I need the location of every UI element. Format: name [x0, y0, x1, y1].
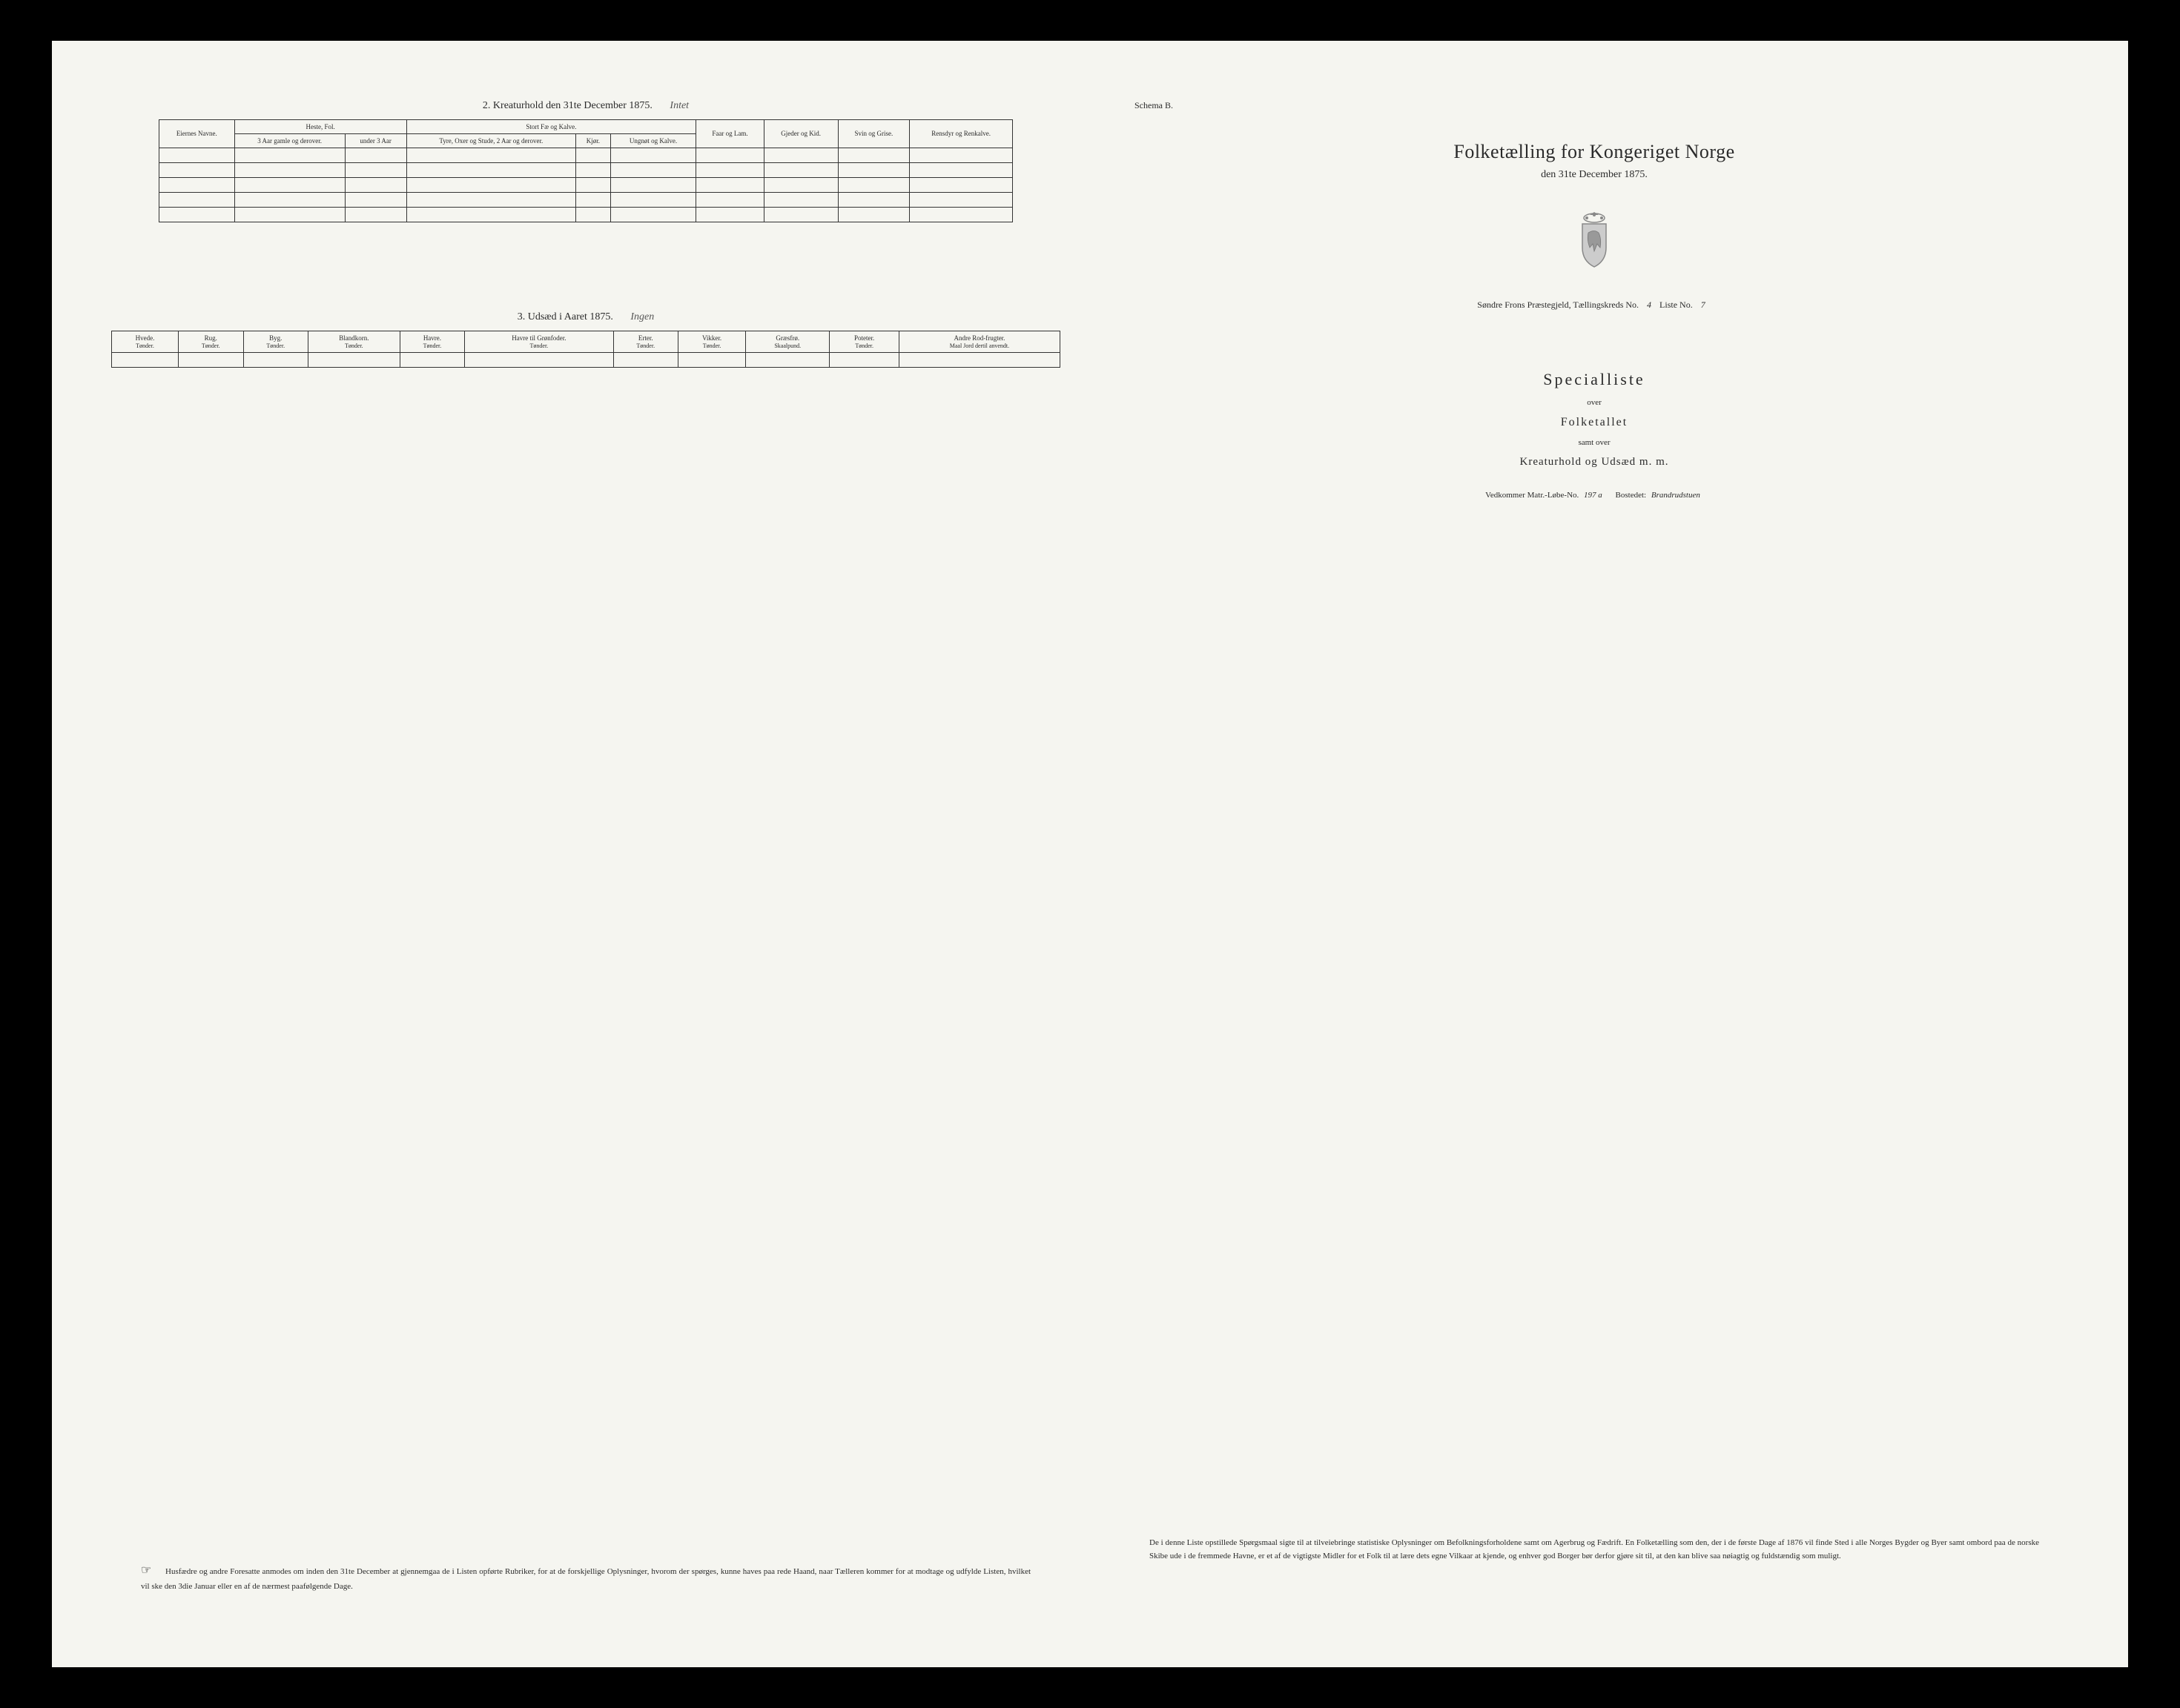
table-row — [159, 192, 1013, 207]
table-row — [112, 353, 1060, 368]
th-heste-sub2: under 3 Aar — [345, 133, 406, 148]
over-text: over — [1587, 398, 1602, 407]
left-footer: ☞ Husfædre og andre Foresatte anmodes om… — [111, 1546, 1060, 1608]
table-row — [159, 148, 1013, 162]
samt-over: samt over — [1578, 438, 1610, 447]
table-row — [159, 177, 1013, 192]
th-stort: Stort Fæ og Kalve. — [406, 119, 696, 133]
th-rensdyr: Rensdyr og Renkalve. — [910, 119, 1013, 148]
th-svin: Svin og Grise. — [838, 119, 910, 148]
th-byg: Byg.Tønder. — [243, 331, 308, 352]
liste-no: 7 — [1701, 299, 1705, 310]
section-2-handwritten: Intet — [670, 100, 689, 111]
matr-line: Vedkommer Matr.-Løbe-No. 197 a Bostedet:… — [1485, 491, 1703, 500]
th-rug: Rug.Tønder. — [179, 331, 244, 352]
table-row — [159, 162, 1013, 177]
kreatur-table: Eiernes Navne. Heste, Fol. Stort Fæ og K… — [159, 119, 1013, 222]
schema-label: Schema B. — [1134, 100, 1173, 111]
th-hvede: Hvede.Tønder. — [112, 331, 179, 352]
section-2-title-text: 2. Kreaturhold den 31te December 1875. — [483, 100, 653, 111]
right-footer: De i denne Liste opstillede Spørgsmaal s… — [1120, 1536, 2069, 1563]
th-blandkorn: Blandkorn.Tønder. — [308, 331, 400, 352]
parish-line: Søndre Frons Præstegjeld, Tællingskreds … — [1477, 299, 1711, 311]
liste-label: Liste No. — [1659, 299, 1693, 310]
th-andre: Andre Rod-frugter.Maal Jord dertil anven… — [899, 331, 1060, 352]
udsaed-table: Hvede.Tønder. Rug.Tønder. Byg.Tønder. Bl… — [111, 331, 1060, 368]
th-heste: Heste, Fol. — [234, 119, 406, 133]
th-stort-sub1: Tyre, Oxer og Stude, 2 Aar og derover. — [406, 133, 575, 148]
th-poteter: Poteter.Tønder. — [830, 331, 899, 352]
th-eiernes: Eiernes Navne. — [159, 119, 235, 148]
coat-of-arms-icon — [1572, 211, 1616, 270]
section-2-title: 2. Kreaturhold den 31te December 1875. I… — [111, 100, 1060, 112]
parish-prefix: Søndre Frons Præstegjeld, Tællingskreds … — [1477, 299, 1639, 310]
right-page: Schema B. Folketælling for Kongeriget No… — [1090, 85, 2098, 1623]
main-title: Folketælling for Kongeriget Norge — [1453, 141, 1734, 163]
section-3-handwritten: Ingen — [630, 311, 654, 322]
subtitle-date: den 31te December 1875. — [1541, 169, 1648, 181]
th-stort-sub3: Ungnøt og Kalve. — [610, 133, 696, 148]
pointing-hand-icon: ☞ — [141, 1561, 163, 1580]
kreatur-line: Kreaturhold og Udsæd m. m. — [1520, 456, 1669, 469]
table-row — [159, 207, 1013, 222]
th-graesfro: Græsfrø.Skaalpund. — [746, 331, 830, 352]
th-heste-sub1: 3 Aar gamle og derover. — [234, 133, 345, 148]
left-page: 2. Kreaturhold den 31te December 1875. I… — [82, 85, 1090, 1623]
th-havre-gron: Havre til Grønfoder.Tønder. — [465, 331, 613, 352]
th-faar: Faar og Lam. — [696, 119, 764, 148]
special-title: Specialliste — [1543, 370, 1645, 389]
section-3-title: 3. Udsæd i Aaret 1875. Ingen — [111, 311, 1060, 323]
matr-prefix: Vedkommer Matr.-Løbe-No. — [1485, 491, 1579, 500]
bosted-label: Bostedet: — [1616, 491, 1647, 500]
section-3-title-text: 3. Udsæd i Aaret 1875. — [518, 311, 613, 322]
parish-no: 4 — [1647, 299, 1651, 310]
th-erter: Erter.Tønder. — [613, 331, 678, 352]
th-stort-sub2: Kjør. — [576, 133, 611, 148]
document-scan: 2. Kreaturhold den 31te December 1875. I… — [52, 41, 2128, 1667]
th-havre: Havre.Tønder. — [400, 331, 465, 352]
matr-no: 197 a — [1584, 491, 1602, 500]
bosted: Brandrudstuen — [1651, 491, 1700, 500]
th-gjeder: Gjeder og Kid. — [764, 119, 838, 148]
th-vikker: Vikker.Tønder. — [678, 331, 746, 352]
left-footer-text: Husfædre og andre Foresatte anmodes om i… — [141, 1567, 1031, 1591]
folketallet: Folketallet — [1561, 416, 1628, 429]
